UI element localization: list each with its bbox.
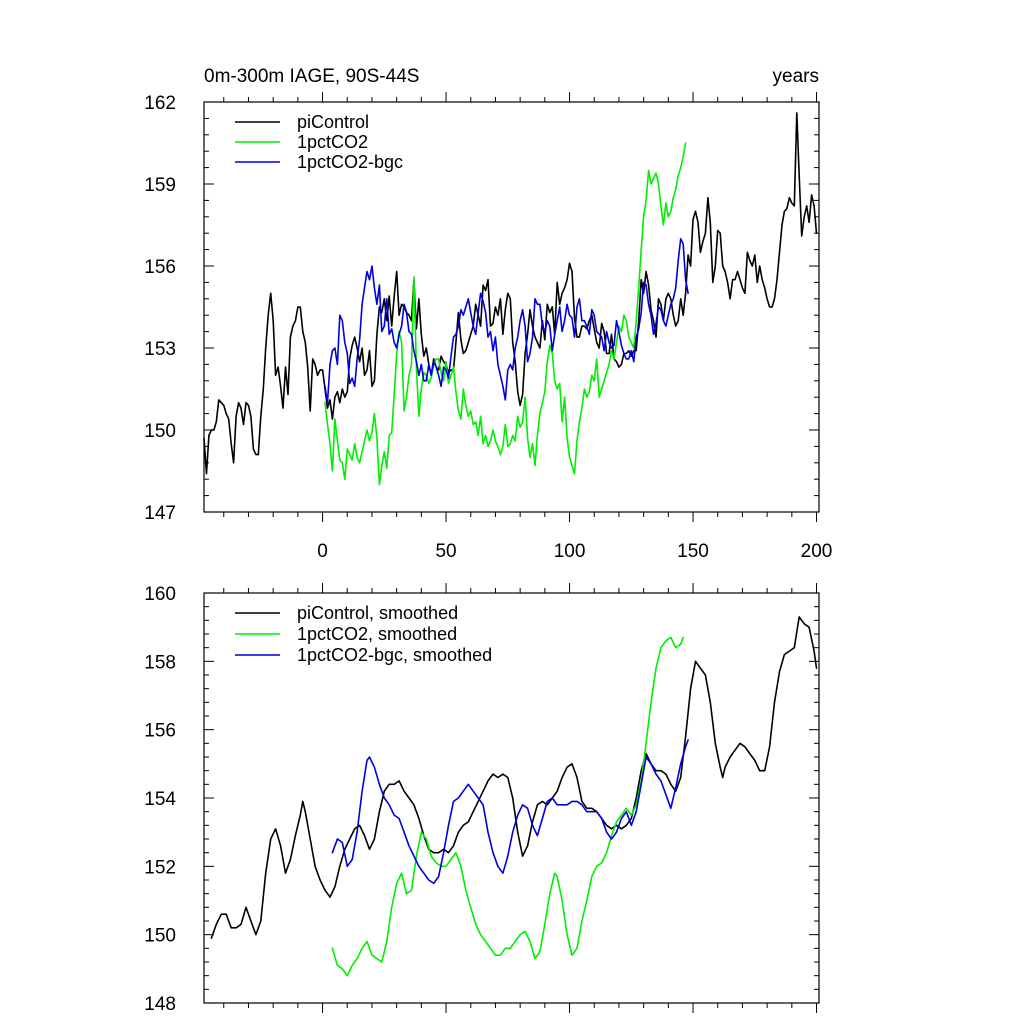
y-tick-label: 147 bbox=[144, 503, 176, 524]
bottom-panel: 148 150 152 154 156 158 160 piControl, smoothe… bbox=[144, 583, 820, 1015]
y-tick-label: 156 bbox=[144, 257, 176, 278]
legend-label: piControl, smoothed bbox=[297, 603, 458, 623]
picontrol-smoothed-line bbox=[210, 616, 818, 939]
legend-label: 1pctCO2-bgc, smoothed bbox=[297, 645, 492, 665]
x-tick-label: 50 bbox=[435, 541, 456, 562]
x-tick-label: 100 bbox=[554, 541, 586, 562]
x-tick-label: 0 bbox=[317, 541, 328, 562]
top-series bbox=[203, 112, 818, 486]
y-tick-label: 154 bbox=[144, 789, 176, 810]
top-plot-frame bbox=[203, 101, 820, 513]
top-panel-title: 0m-300m IAGE, 90S-44S bbox=[204, 66, 419, 87]
y-tick-label: 156 bbox=[144, 721, 176, 742]
y-tick-label: 159 bbox=[144, 175, 176, 196]
y-tick-label: 150 bbox=[144, 421, 176, 442]
top-panel: 0m-300m IAGE, 90S-44S years 147 150 153 156… bbox=[144, 66, 832, 562]
bottom-y-tick-labels: 148 150 152 154 156 158 160 bbox=[144, 584, 176, 1015]
y-tick-label: 162 bbox=[144, 93, 176, 114]
y-tick-label: 152 bbox=[144, 857, 176, 878]
1pctco2-bgc-smoothed-line bbox=[331, 739, 689, 885]
x-tick-label: 200 bbox=[801, 541, 833, 562]
y-tick-label: 153 bbox=[144, 339, 176, 360]
bottom-series bbox=[210, 616, 818, 977]
legend-label: 1pctCO2, smoothed bbox=[297, 624, 457, 644]
top-x-tick-labels: 0 50 100 150 200 bbox=[317, 541, 832, 562]
legend-label: piControl bbox=[297, 112, 369, 132]
top-y-tick-labels: 147 150 153 156 159 162 bbox=[144, 93, 176, 524]
y-tick-label: 150 bbox=[144, 926, 176, 947]
legend-label: 1pctCO2-bgc bbox=[297, 152, 403, 172]
top-ticks bbox=[204, 92, 819, 522]
1pctco2-smoothed-line bbox=[331, 636, 685, 977]
1pctco2-bgc-line bbox=[324, 237, 689, 404]
y-tick-label: 158 bbox=[144, 652, 176, 673]
top-panel-units: years bbox=[773, 66, 819, 87]
x-tick-label: 150 bbox=[677, 541, 709, 562]
legend-label: 1pctCO2 bbox=[297, 132, 368, 152]
bottom-ticks bbox=[204, 583, 819, 1013]
picontrol-line bbox=[203, 112, 818, 475]
y-tick-label: 148 bbox=[144, 994, 176, 1015]
1pctco2-line bbox=[324, 142, 687, 486]
y-tick-label: 160 bbox=[144, 584, 176, 605]
